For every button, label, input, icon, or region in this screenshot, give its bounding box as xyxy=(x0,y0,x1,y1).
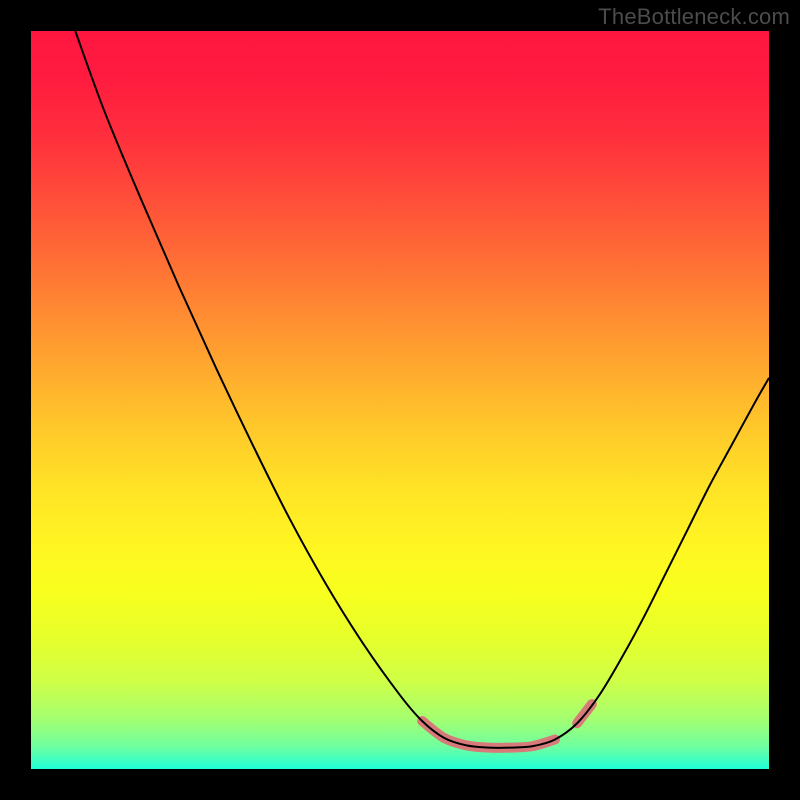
plot-background xyxy=(31,31,769,769)
watermark-text: TheBottleneck.com xyxy=(598,4,790,30)
bottleneck-chart xyxy=(0,0,800,800)
